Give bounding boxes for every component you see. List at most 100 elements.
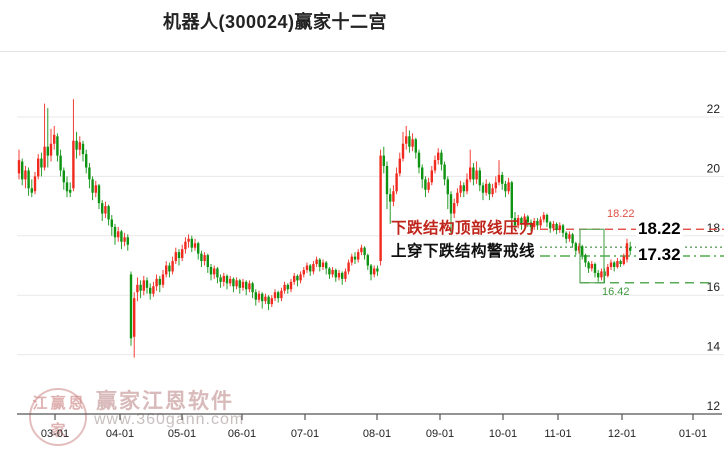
candle-body: [293, 275, 296, 282]
candle-body: [440, 152, 443, 165]
candle-body: [497, 174, 501, 183]
candle-body: [181, 249, 184, 259]
candle-body: [350, 256, 353, 263]
candle-body: [110, 219, 113, 227]
candle-body: [206, 255, 209, 267]
candle-body: [142, 280, 145, 291]
candle-body: [149, 287, 152, 294]
candle-body: [85, 154, 88, 168]
candle-body: [113, 226, 117, 238]
candle-body: [152, 286, 155, 294]
candle-body: [267, 296, 270, 305]
x-axis-label: 07-01: [291, 428, 319, 440]
candle-body: [366, 255, 369, 266]
x-axis-label: 11-01: [544, 428, 571, 440]
candle-body: [273, 292, 277, 299]
candle-body: [597, 272, 600, 278]
candle-body: [299, 274, 302, 281]
candle-body: [222, 275, 225, 282]
candle-body: [453, 203, 456, 214]
candle-body: [309, 265, 312, 272]
candle-body: [395, 173, 398, 192]
candle-body: [587, 262, 590, 269]
candle-body: [270, 298, 273, 305]
y-axis-label: 14: [707, 340, 721, 354]
candle-body: [40, 158, 43, 168]
candle-body: [101, 203, 104, 214]
candle-body: [257, 293, 261, 300]
candle-body: [62, 170, 65, 183]
candle-body: [30, 188, 33, 193]
candle-body: [616, 261, 619, 267]
candle-body: [392, 191, 395, 202]
candle-body: [581, 246, 584, 256]
candle-body: [347, 262, 350, 272]
candle-body: [462, 185, 465, 192]
warning-annotation: 上穿下跌结构警戒线: [391, 243, 536, 260]
candle-body: [184, 241, 187, 250]
candle-body: [225, 275, 229, 284]
candle-body: [376, 268, 379, 272]
candle-body: [427, 182, 430, 190]
candle-body: [593, 264, 597, 273]
candle-body: [126, 237, 129, 245]
candle-body: [129, 274, 133, 339]
candle-body: [229, 278, 232, 284]
candle-body: [401, 143, 405, 159]
candle-body: [494, 182, 497, 189]
x-axis-label: 06-01: [228, 428, 256, 440]
candle-body: [501, 174, 504, 184]
candle-body: [555, 223, 558, 230]
candle-body: [539, 219, 542, 226]
candle-body: [158, 278, 161, 285]
candle-body: [97, 185, 101, 204]
candle-body: [241, 281, 245, 288]
candle-body: [510, 182, 513, 218]
candle-body: [475, 170, 478, 180]
candle-body: [369, 265, 373, 275]
candle-body: [33, 176, 37, 192]
candle-body: [561, 225, 565, 233]
support-price-tag: 16.42: [602, 286, 630, 298]
candle-body: [571, 234, 574, 244]
candle-body: [69, 189, 72, 193]
candle-body: [171, 261, 174, 272]
candle-body: [37, 158, 40, 177]
candle-body: [542, 215, 545, 220]
candle-body: [379, 155, 382, 262]
candle-body: [59, 155, 62, 171]
candle-body: [200, 253, 203, 262]
x-axis-label: 04-01: [106, 428, 134, 440]
candle-body: [405, 136, 408, 144]
candle-body: [411, 139, 414, 147]
candle-body: [469, 167, 472, 180]
title-divider: [0, 51, 726, 52]
candle-body: [328, 268, 331, 275]
candle-body: [81, 143, 85, 155]
candle-body: [302, 269, 305, 275]
candle-body: [286, 284, 289, 290]
candle-body: [107, 206, 110, 220]
candle-body: [446, 179, 449, 195]
candle-body: [174, 252, 177, 262]
candle-body: [318, 259, 321, 267]
candle-body: [193, 243, 197, 248]
candle-body: [357, 252, 360, 260]
candle-body: [213, 268, 216, 275]
candle-body: [478, 170, 481, 186]
candle-body: [523, 216, 526, 224]
candle-body: [219, 277, 222, 282]
page-title: 机器人(300024)赢家十二宫: [162, 12, 388, 32]
candle-body: [437, 152, 440, 161]
x-axis-label: 10-01: [489, 428, 517, 440]
x-axis-label: 05-01: [168, 428, 196, 440]
candle-body: [27, 170, 30, 189]
candle-body: [558, 225, 561, 230]
candle-body: [88, 167, 91, 180]
candle-body: [337, 272, 341, 278]
candle-body: [78, 142, 81, 150]
candle-body: [430, 170, 433, 183]
candle-body: [17, 160, 21, 174]
candle-body: [526, 216, 529, 223]
